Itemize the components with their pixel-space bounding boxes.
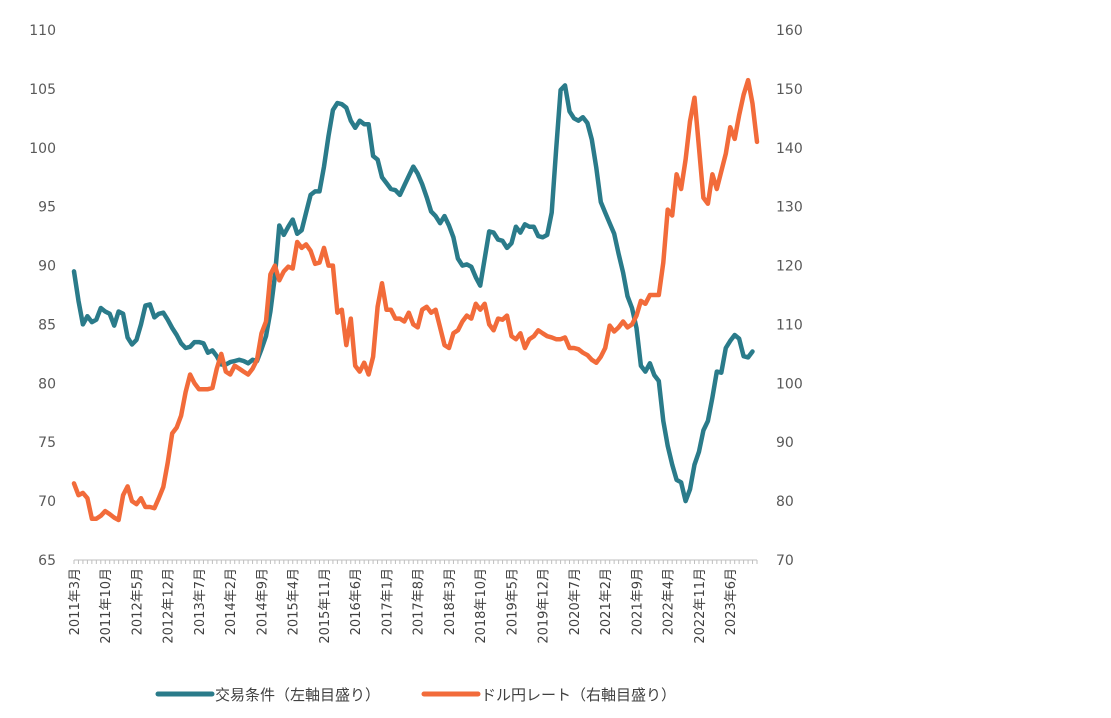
x-tick-label: 2014年9月 xyxy=(255,568,270,635)
x-tick-label: 2020年7月 xyxy=(568,568,583,635)
x-tick-label: 2019年5月 xyxy=(505,568,520,635)
y-right-tick-label: 150 xyxy=(776,82,803,98)
x-tick-label: 2013年7月 xyxy=(193,568,208,635)
legend-label-usdjpy: ドル円レート（右軸目盛り） xyxy=(481,686,676,704)
x-tick-label: 2018年3月 xyxy=(443,568,458,635)
x-tick-label: 2011年3月 xyxy=(68,568,83,635)
y-right-tick-label: 130 xyxy=(776,200,803,216)
y-right-tick-label: 160 xyxy=(776,23,803,39)
y-left-tick-label: 65 xyxy=(38,553,56,569)
y-left-tick-label: 85 xyxy=(38,317,56,333)
series-layer xyxy=(71,77,760,523)
y-right-tick-label: 120 xyxy=(776,259,803,275)
y-right-tick-label: 90 xyxy=(776,435,794,451)
y-right-tick-label: 110 xyxy=(776,317,803,333)
x-tick-label: 2017年1月 xyxy=(380,568,395,635)
y-left-tick-label: 95 xyxy=(38,200,56,216)
x-tick-label: 2021年2月 xyxy=(599,568,614,635)
x-tick-label: 2021年9月 xyxy=(630,568,645,635)
series-line-usdjpy xyxy=(71,77,760,523)
x-tick-label: 2015年11月 xyxy=(318,568,333,644)
x-tick-label: 2023年6月 xyxy=(724,568,739,635)
legend-label-terms-of-trade: 交易条件（左軸目盛り） xyxy=(215,686,380,704)
x-tick-label: 2014年2月 xyxy=(224,568,239,635)
x-tick-label: 2018年10月 xyxy=(474,568,489,644)
y-right-tick-label: 80 xyxy=(776,494,794,510)
x-tick-label: 2012年5月 xyxy=(130,568,145,635)
y-left-tick-label: 80 xyxy=(38,376,56,392)
y-left-tick-label: 90 xyxy=(38,259,56,275)
y-left-tick-label: 70 xyxy=(38,494,56,510)
x-tick-label: 2016年6月 xyxy=(349,568,364,635)
y-left-tick-label: 75 xyxy=(38,435,56,451)
x-tick-label: 2022年11月 xyxy=(693,568,708,644)
x-tick-label: 2011年10月 xyxy=(99,568,114,644)
x-tick-label: 2012年12月 xyxy=(162,568,177,644)
legend: 交易条件（左軸目盛り） ドル円レート（右軸目盛り） xyxy=(155,686,676,704)
x-tick-label: 2015年4月 xyxy=(287,568,302,635)
x-tick-label: 2017年8月 xyxy=(412,568,427,635)
x-tick-label: 2019年12月 xyxy=(537,568,552,644)
x-tick-label: 2022年4月 xyxy=(662,568,677,635)
series-line-terms-of-trade xyxy=(71,83,755,504)
y-left-tick-label: 105 xyxy=(29,82,56,98)
y-right-tick-label: 140 xyxy=(776,141,803,157)
y-left-tick-label: 110 xyxy=(29,23,56,39)
y-left-tick-label: 100 xyxy=(29,141,56,157)
axes: 65 70 75 80 85 90 95 100 105 110 70 80 90 100 110 120 13… xyxy=(29,23,802,644)
y-right-tick-label: 70 xyxy=(776,553,794,569)
y-right-tick-label: 100 xyxy=(776,376,803,392)
